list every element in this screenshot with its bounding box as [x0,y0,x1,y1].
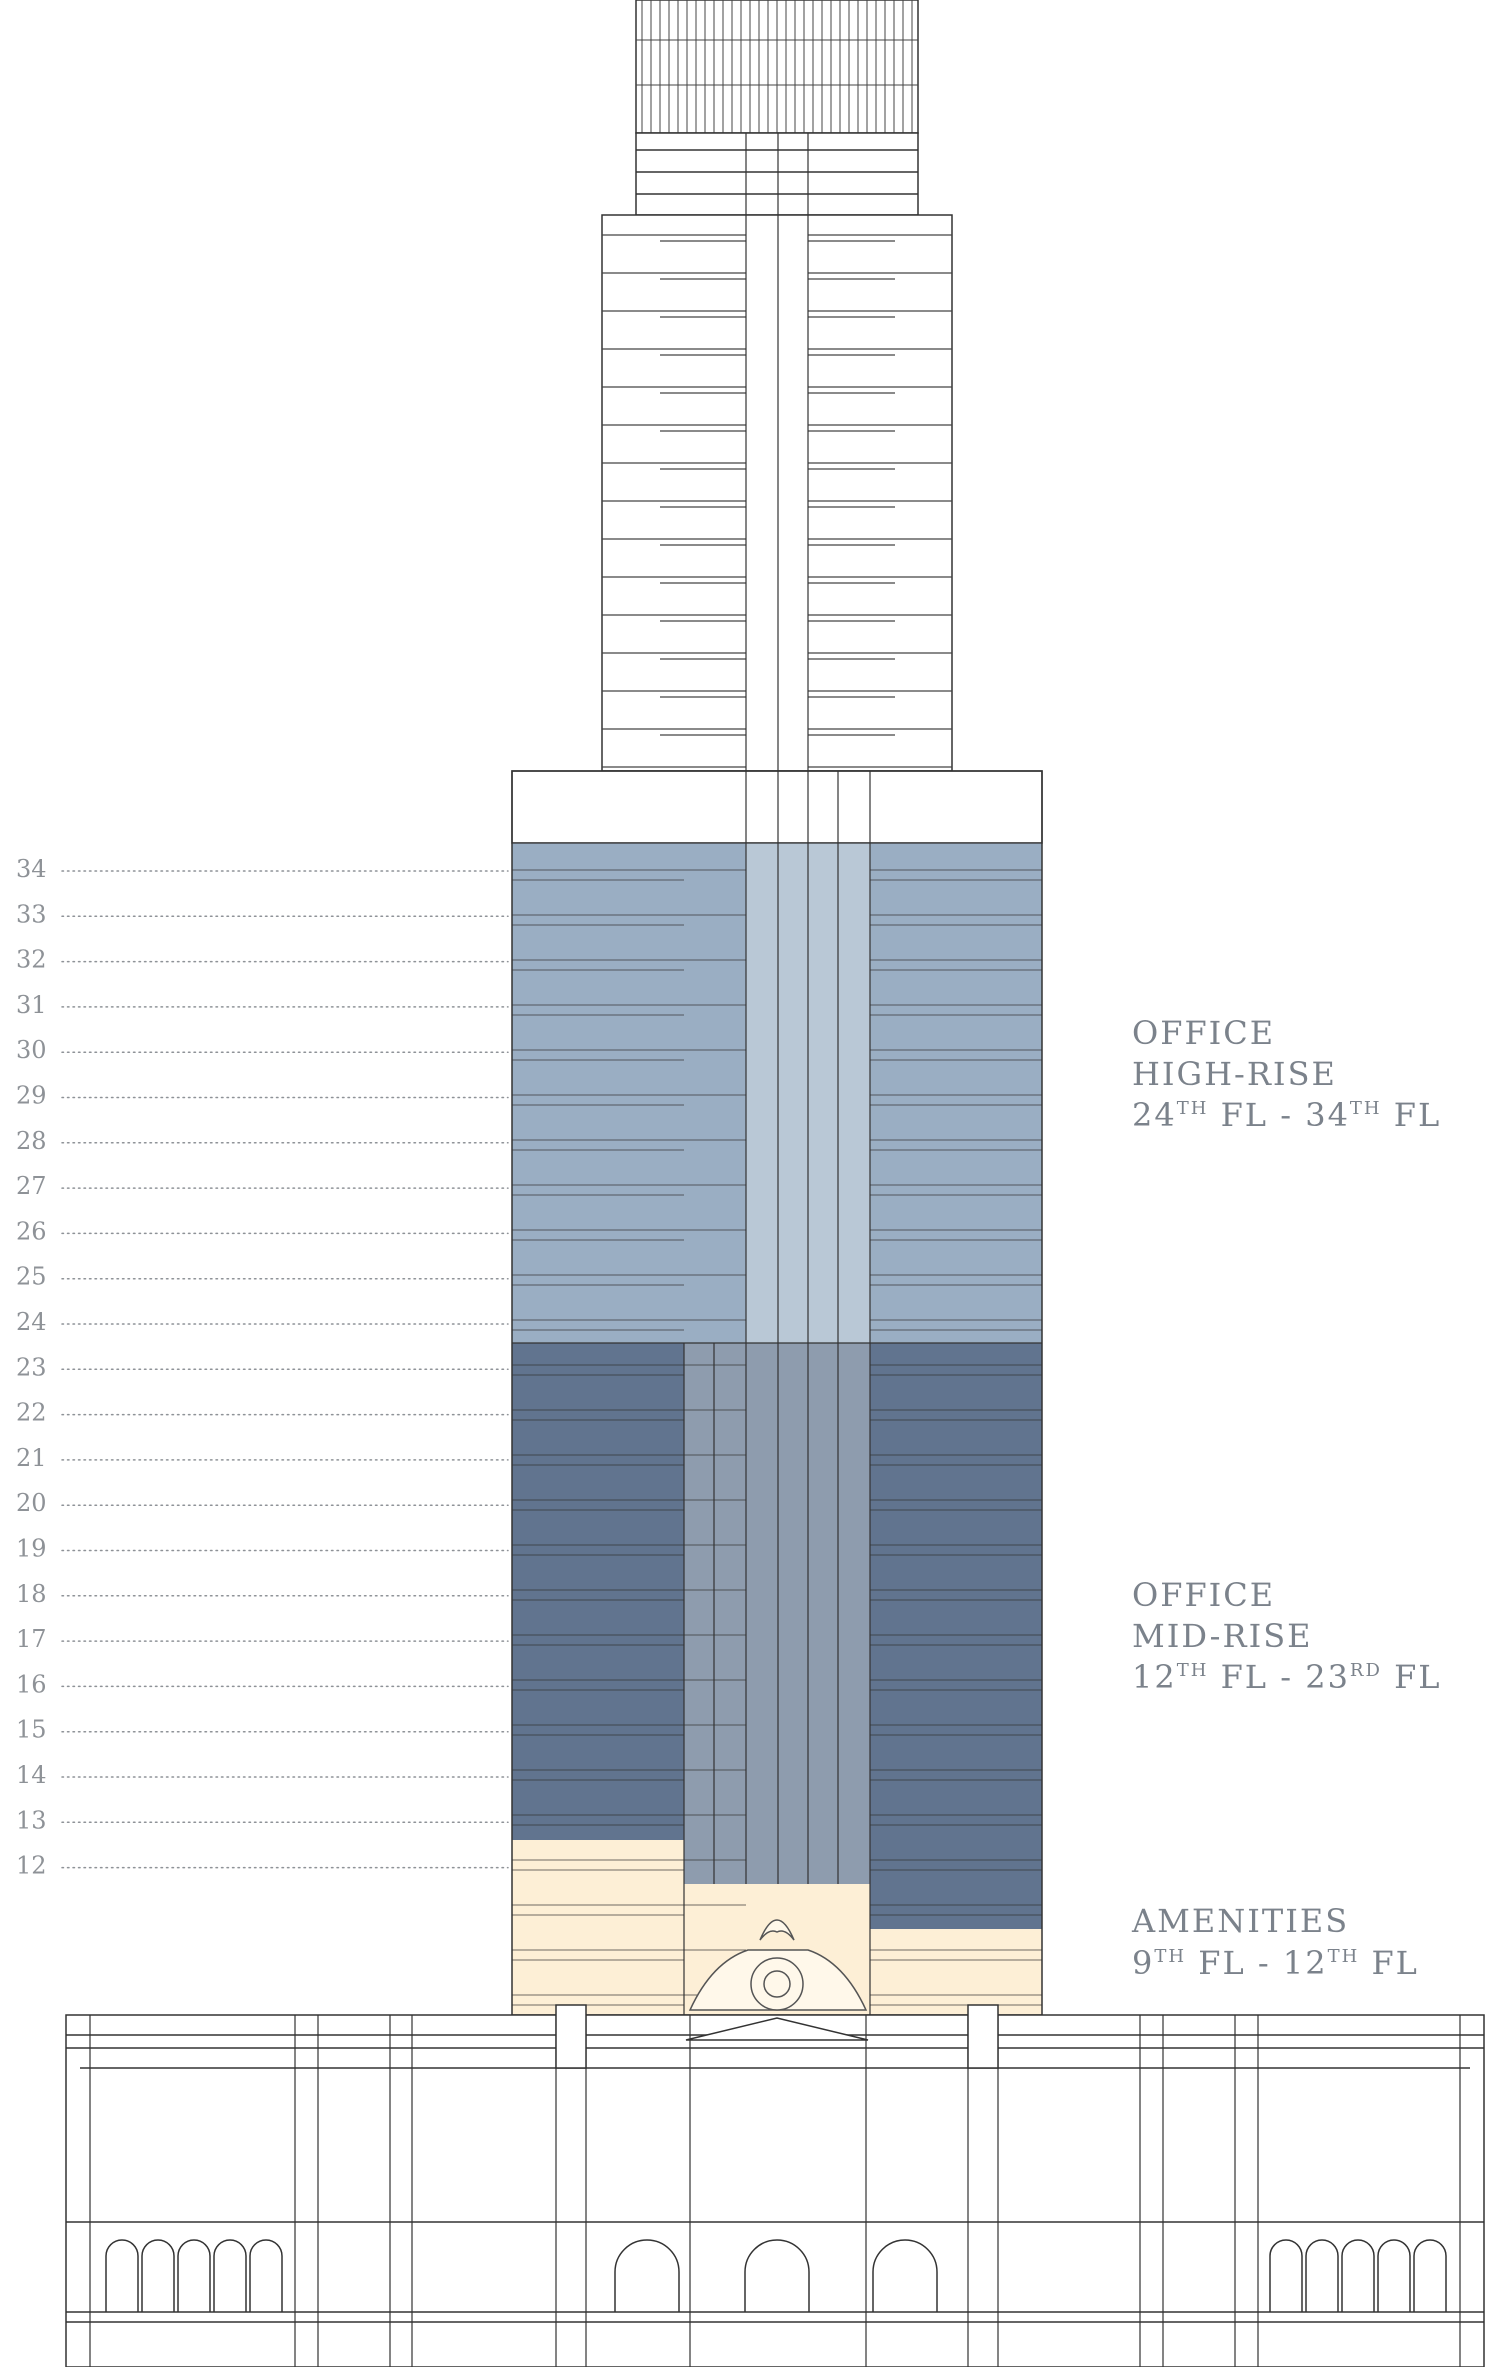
floor-label-32: 32 [16,946,47,974]
base-building [65,2004,1485,2367]
zone-label-high-rise: OFFICE HIGH-RISE 24TH FL - 34TH FL [1132,1014,1441,1134]
clock-ornament [688,1919,868,2011]
amenities-block-right [870,1929,1042,2015]
zone-range: 24TH FL - 34TH FL [1132,1096,1441,1134]
floor-label-22: 22 [16,1399,47,1427]
floor-label-21: 21 [16,1444,47,1472]
floor-label-33: 33 [16,900,47,928]
arched-windows [105,2239,1447,2312]
floor-label-24: 24 [16,1308,47,1336]
tower-crown [635,0,919,216]
amenities-block-left [512,1840,684,2015]
floor-label-27: 27 [16,1172,47,1200]
tower-upper-shaft [601,214,953,774]
floor-label-26: 26 [16,1217,47,1245]
floor-label-31: 31 [16,991,47,1019]
floor-label-16: 16 [16,1670,47,1698]
floor-label-34: 34 [16,855,47,883]
mid-rise-zone-block-right [870,1343,1042,1929]
zone-title-2: HIGH-RISE [1132,1055,1337,1093]
floor-label-28: 28 [16,1127,47,1155]
zone-title-1: OFFICE [1132,1576,1275,1614]
zone-label-amenities: AMENITIES 9TH FL - 12TH FL [1131,1902,1419,1982]
floor-label-17: 17 [16,1625,47,1653]
base-pilasters [89,2015,1461,2367]
floor-label-19: 19 [16,1535,47,1563]
floor-label-29: 29 [16,1082,47,1110]
upper-floor-lines [602,234,952,774]
floor-label-15: 15 [16,1716,47,1744]
floor-label-30: 30 [16,1036,47,1064]
mid-rise-core [684,1343,870,1884]
zone-title-2: MID-RISE [1132,1617,1312,1655]
zone-range: 9TH FL - 12TH FL [1132,1944,1419,1982]
body-floor-lines [512,869,1042,2006]
mid-rise-zone-block-left [512,1343,684,1840]
core-lines [683,133,871,2015]
tower-body [511,133,1043,2016]
floor-label-25: 25 [16,1263,47,1291]
floor-label-23: 23 [16,1353,47,1381]
zone-range: 12TH FL - 23RD FL [1132,1658,1442,1696]
floor-label-12: 12 [16,1852,47,1880]
tower-cap-band [511,770,1043,844]
zone-title-1: AMENITIES [1131,1902,1349,1940]
zone-label-mid-rise: OFFICE MID-RISE 12TH FL - 23RD FL [1132,1576,1442,1696]
zone-title-1: OFFICE [1132,1014,1275,1052]
floor-label-20: 20 [16,1489,47,1517]
floor-label-14: 14 [16,1761,47,1789]
floor-label-13: 13 [16,1806,47,1834]
pediment [685,2017,869,2041]
floor-number-labels: 34 33 32 31 30 29 28 27 26 25 24 23 22 21 20 19 18 17 16 15… [16,855,509,1880]
floor-label-18: 18 [16,1580,47,1608]
crown-grille [636,0,918,133]
